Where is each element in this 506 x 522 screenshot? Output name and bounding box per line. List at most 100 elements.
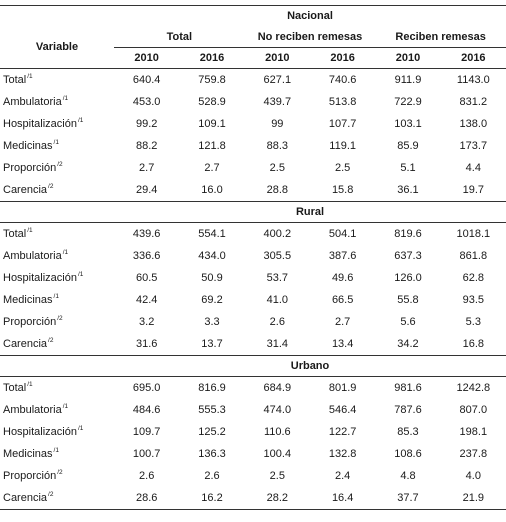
value-cell: 722.9: [394, 96, 422, 108]
value-cell: 109.7: [132, 426, 161, 438]
value-cell: 484.6: [132, 404, 161, 416]
value-cell: 640.4: [132, 74, 161, 86]
value-cell: 3.2: [139, 316, 155, 328]
table-row: Carencia/2 28.6 16.2 28.2 16.4 37.7 21.9: [0, 487, 506, 510]
value-cell: 15.8: [331, 184, 354, 196]
value-cell: 1143.0: [456, 74, 490, 86]
value-cell: 28.6: [114, 487, 180, 510]
value-cell: 55.8: [397, 294, 419, 306]
value-cell: 4.0: [465, 470, 481, 482]
value-cell: 911.9: [394, 74, 422, 86]
value-cell: 85.3: [397, 426, 419, 438]
value-cell: 62.8: [462, 272, 485, 284]
table-row: Medicinas/1 42.4 69.2 41.0 66.5 55.8 93.5: [0, 289, 506, 311]
value-cell: 807.0: [459, 404, 488, 416]
footnote-marker: /1: [62, 249, 69, 256]
row-label: Hospitalización: [3, 118, 77, 130]
footnote-marker: /1: [77, 425, 84, 432]
value-cell: 504.1: [328, 228, 357, 240]
value-cell: 108.6: [394, 448, 422, 460]
footnote-marker: /1: [27, 227, 33, 234]
value-cell: 1018.1: [456, 228, 491, 240]
value-cell: 439.7: [263, 96, 292, 108]
value-cell: 119.1: [329, 140, 356, 152]
value-cell: 16.0: [201, 184, 223, 196]
value-cell: 110.6: [263, 426, 291, 438]
value-cell: 99: [271, 118, 284, 130]
value-cell: 66.5: [331, 294, 354, 306]
value-cell: 31.6: [135, 338, 158, 350]
row-label: Proporción: [3, 316, 57, 328]
value-cell: 34.2: [397, 338, 419, 350]
value-cell: 513.8: [328, 96, 357, 108]
footnote-marker: /1: [62, 403, 69, 410]
table-row: Ambulatoria/1 484.6 555.3 474.0 546.4 787.6 80…: [0, 399, 506, 421]
value-cell: 400.2: [263, 228, 292, 240]
value-cell: 28.8: [266, 184, 289, 196]
value-cell: 136.3: [198, 448, 226, 460]
value-cell: 109.1: [198, 118, 226, 130]
value-cell: 695.0: [132, 382, 161, 394]
value-cell: 3.3: [204, 316, 220, 328]
row-label-cell: Proporción/2: [0, 311, 114, 333]
value-cell: 237.8: [459, 448, 488, 460]
table-row: Medicinas/1 88.2 121.8 88.3 119.1 85.9 173.7: [0, 135, 506, 157]
value-cell: 554.1: [198, 228, 226, 240]
row-label-cell: Hospitalización/1: [0, 113, 114, 135]
value-cell: 13.4: [331, 338, 354, 350]
table-row: Medicinas/1 100.7 136.3 100.4 132.8 108.6 237.…: [0, 443, 506, 465]
section-title: Urbano: [114, 355, 506, 377]
year-header: 2010: [375, 47, 441, 69]
value-cell: 336.6: [132, 250, 161, 262]
row-label-cell: Medicinas/1: [0, 443, 114, 465]
value-cell: 29.4: [135, 184, 158, 196]
footnote-marker: /1: [62, 95, 69, 102]
year-header: 2010: [244, 47, 310, 69]
header-blank: [0, 5, 114, 26]
row-label-cell: Hospitalización/1: [0, 421, 114, 443]
value-cell: 60.5: [135, 272, 158, 284]
value-cell: 2.7: [335, 316, 351, 328]
footnote-marker: /2: [57, 161, 63, 168]
value-cell: 981.6: [394, 382, 422, 394]
row-label: Medicinas: [3, 140, 53, 152]
group-header-total: Total: [114, 26, 245, 48]
row-label: Ambulatoria: [3, 96, 62, 108]
value-cell: 138.0: [459, 118, 488, 130]
row-label: Hospitalización: [3, 426, 77, 438]
value-cell: 16.4: [309, 487, 376, 510]
value-cell: 861.8: [459, 250, 488, 262]
value-cell: 555.3: [198, 404, 226, 416]
column-header-variable: Variable: [0, 26, 114, 69]
row-label: Hospitalización: [3, 272, 77, 284]
section-title: Rural: [114, 201, 506, 223]
row-label: Medicinas: [3, 448, 53, 460]
group-header-reciben-remesas: Reciben remesas: [375, 26, 506, 48]
row-label: Ambulatoria: [3, 250, 62, 262]
table-row: Proporción/2 2.7 2.7 2.5 2.5 5.1 4.4: [0, 157, 506, 179]
row-label-cell: Carencia/2: [0, 179, 114, 202]
value-cell: 125.2: [198, 426, 226, 438]
value-cell: 434.0: [198, 250, 226, 262]
value-cell: 627.1: [263, 74, 292, 86]
value-cell: 453.0: [132, 96, 161, 108]
value-cell: 759.8: [198, 74, 226, 86]
value-cell: 16.2: [179, 487, 245, 510]
year-header: 2016: [179, 47, 245, 69]
value-cell: 19.7: [462, 184, 485, 196]
value-cell: 50.9: [201, 272, 223, 284]
value-cell: 2.7: [139, 162, 155, 174]
footnote-marker: /2: [48, 183, 54, 190]
value-cell: 2.6: [204, 470, 220, 482]
footnote-marker: /2: [48, 491, 54, 498]
value-cell: 439.6: [132, 228, 161, 240]
row-label-cell: Medicinas/1: [0, 289, 114, 311]
value-cell: 305.5: [263, 250, 292, 262]
value-cell: 816.9: [198, 382, 226, 394]
value-cell: 2.6: [139, 470, 155, 482]
footnote-marker: /1: [77, 271, 84, 278]
value-cell: 122.7: [328, 426, 357, 438]
row-label: Carencia: [3, 338, 48, 350]
value-cell: 198.1: [459, 426, 488, 438]
